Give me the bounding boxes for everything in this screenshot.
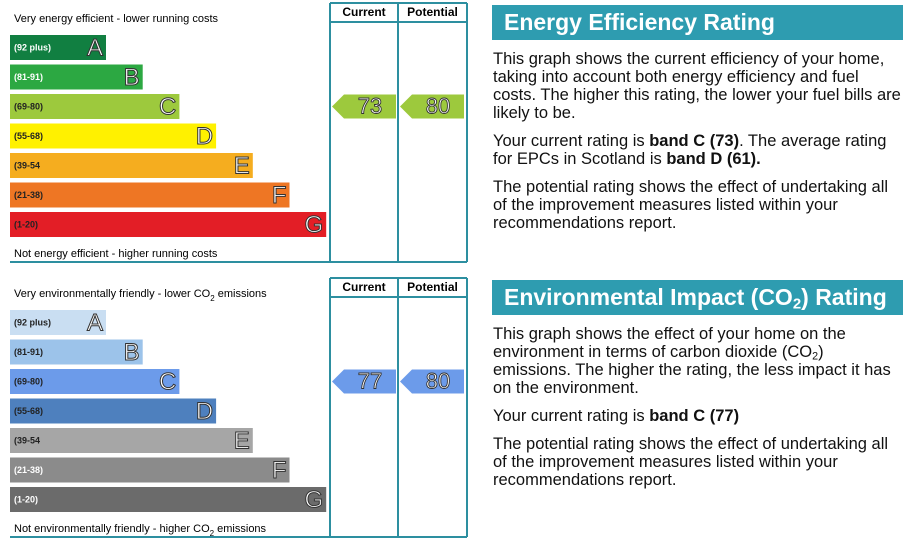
column-header: Potential	[407, 5, 458, 19]
text-run: This graph shows the effect of your home…	[493, 325, 846, 361]
band-bar	[10, 369, 180, 394]
band-bar	[10, 35, 106, 60]
rating-value: 73	[358, 93, 382, 118]
band-range: (55-68)	[14, 406, 43, 416]
paragraph: Your current rating is band C (73). The …	[493, 132, 903, 168]
text-run: emissions	[215, 288, 267, 300]
paragraph: The potential rating shows the effect of…	[493, 435, 903, 489]
text-run: band C (77)	[649, 407, 740, 425]
paragraph: This graph shows the effect of your home…	[493, 325, 903, 397]
text-run: Very environmentally friendly - lower CO	[14, 288, 211, 300]
paragraph: The potential rating shows the effect of…	[493, 178, 903, 232]
column-header: Current	[342, 280, 385, 294]
band-range: (21-38)	[14, 190, 43, 200]
top-label: Very environmentally friendly - lower CO…	[14, 288, 267, 303]
band-letter: G	[305, 211, 324, 238]
band-letter: F	[272, 457, 287, 484]
section: Energy Efficiency Rating This graph shows…	[492, 5, 903, 232]
rating-arrow	[332, 94, 396, 119]
text-run: This graph shows the current efficiency …	[493, 50, 901, 122]
band-bar	[10, 123, 217, 149]
band-range: (1-20)	[14, 219, 38, 229]
band-bar	[10, 428, 253, 453]
band-range: (39-54	[14, 160, 40, 170]
band-letter: F	[272, 182, 287, 209]
text-run: . The average rating for EPCs in Scotlan…	[493, 132, 887, 168]
band-letter: G	[305, 486, 324, 513]
band-letter: B	[124, 339, 140, 366]
text-run: 2	[210, 294, 215, 303]
band-range: (55-68)	[14, 131, 43, 141]
text-run: Not environmentally friendly - higher CO	[14, 523, 210, 535]
band-letter: E	[234, 427, 250, 454]
band-letter: E	[234, 152, 250, 179]
paragraph: Your current rating is band C (77)	[493, 407, 903, 425]
band-bar	[10, 212, 327, 237]
band-range: (92 plus)	[14, 42, 51, 52]
text-run: 2	[812, 350, 819, 363]
band-range: (39-54	[14, 435, 40, 445]
band-letter: D	[196, 123, 213, 150]
text-run: ) Rating	[801, 284, 887, 310]
rating-arrow	[400, 94, 464, 119]
column-header: Current	[342, 5, 385, 19]
band-range: (1-20)	[14, 494, 38, 504]
text-run: The potential rating shows the effect of…	[493, 435, 889, 489]
band-range: (92 plus)	[14, 317, 51, 327]
rating-arrow	[332, 369, 396, 394]
band-range: (81-91)	[14, 347, 43, 357]
section-title: Energy Efficiency Rating	[492, 5, 903, 40]
text-run: Energy Efficiency Rating	[504, 9, 775, 35]
band-range: (69-80)	[14, 101, 43, 111]
band-letter: C	[159, 93, 176, 120]
bottom-label: Not energy efficient - higher running co…	[14, 248, 218, 260]
text-run: emissions	[214, 523, 266, 535]
rating-arrow	[400, 369, 464, 394]
band-bar	[10, 487, 327, 512]
text-run: ) emissions. The higher the rating, the …	[493, 343, 891, 397]
text-run: band C (73)	[649, 132, 740, 150]
rating-value: 80	[426, 368, 450, 393]
band-bar	[10, 64, 143, 90]
band-range: (69-80)	[14, 376, 43, 386]
bottom-label: Not environmentally friendly - higher CO…	[14, 523, 267, 538]
band-letter: A	[87, 34, 103, 61]
text-run: band D (61).	[666, 150, 761, 168]
band-letter: B	[124, 64, 140, 91]
band-bar	[10, 182, 290, 208]
band-bar	[10, 457, 290, 483]
band-bar	[10, 153, 253, 178]
band-range: (81-91)	[14, 72, 43, 82]
band-letter: D	[196, 398, 213, 425]
top-label: Very energy efficient - lower running co…	[14, 13, 219, 25]
text-run: 2	[210, 529, 215, 538]
section-title: Environmental Impact (CO2) Rating	[492, 280, 903, 315]
text-run: Environmental Impact (CO	[504, 284, 793, 310]
paragraph: This graph shows the current efficiency …	[493, 50, 903, 122]
band-range: (21-38)	[14, 465, 43, 475]
band-bar	[10, 339, 143, 365]
band-letter: A	[87, 309, 103, 336]
text-run: Not energy efficient - higher running co…	[14, 248, 218, 260]
section: Environmental Impact (CO2) Rating This gr…	[492, 280, 903, 489]
text-run: Your current rating is	[493, 407, 650, 425]
rating-value: 80	[426, 93, 450, 118]
band-bar	[10, 310, 106, 335]
band-bar	[10, 398, 217, 424]
band-letter: C	[159, 368, 176, 395]
text-run: 2	[792, 295, 802, 313]
band-bar	[10, 94, 180, 119]
text-run: Your current rating is	[493, 132, 650, 150]
text-run: The potential rating shows the effect of…	[493, 178, 889, 232]
text-run: Very energy efficient - lower running co…	[14, 13, 219, 25]
rating-value: 77	[358, 368, 382, 393]
column-header: Potential	[407, 280, 458, 294]
rating-charts: Current Potential Very energy efficient - …	[10, 2, 468, 538]
